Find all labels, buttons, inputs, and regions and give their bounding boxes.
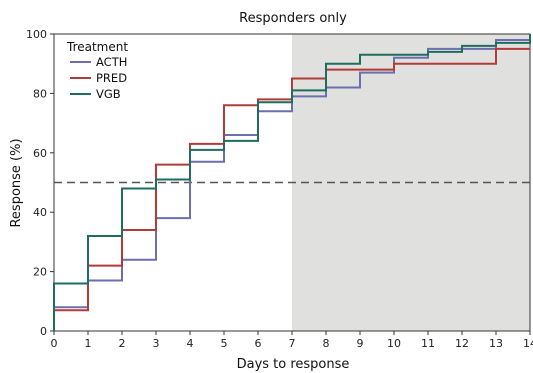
x-tick-label: 12 — [455, 337, 469, 350]
x-tick-label: 2 — [119, 337, 126, 350]
x-tick-label: 6 — [255, 337, 262, 350]
x-tick-label: 13 — [489, 337, 503, 350]
x-axis-title: Days to response — [237, 357, 350, 372]
x-tick-label: 11 — [421, 337, 435, 350]
y-tick-label: 80 — [33, 87, 47, 100]
x-tick-label: 7 — [289, 337, 296, 350]
x-tick-label: 0 — [51, 337, 58, 350]
y-tick-label: 0 — [40, 325, 47, 338]
x-tick-label: 3 — [153, 337, 160, 350]
legend-label-pred: PRED — [96, 71, 127, 85]
y-tick-label: 40 — [33, 206, 47, 219]
y-tick-label: 20 — [33, 266, 47, 279]
series-line-vgb — [53, 34, 531, 331]
x-tick-label: 9 — [357, 337, 364, 350]
x-tick-label: 10 — [387, 337, 401, 350]
x-tick-label: 14 — [523, 337, 533, 350]
chart-title: Responders only — [239, 11, 347, 26]
x-tick-label: 5 — [221, 337, 228, 350]
legend: Treatment ACTH PRED VGB — [66, 40, 128, 101]
y-axis-title: Response (%) — [9, 138, 24, 227]
legend-label-vgb: VGB — [96, 87, 121, 101]
legend-label-acth: ACTH — [96, 55, 127, 69]
y-tick-label: 100 — [26, 28, 47, 41]
y-tick-label: 60 — [33, 147, 47, 160]
x-tick-label: 4 — [187, 337, 194, 350]
x-tick-label: 8 — [323, 337, 330, 350]
plot-area: 01234567891011121314020406080100 — [26, 28, 533, 350]
legend-title: Treatment — [66, 40, 128, 54]
x-tick-label: 1 — [85, 337, 92, 350]
